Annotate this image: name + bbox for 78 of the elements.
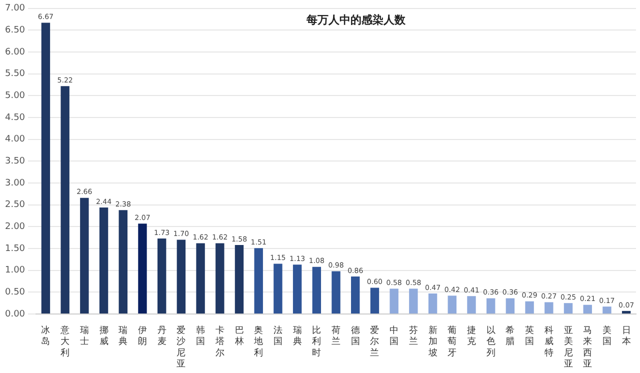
y-tick-label: 6.50 [4,26,26,36]
bar [99,207,108,314]
bar [196,243,205,314]
bar [390,288,398,314]
bar [176,240,186,314]
x-tick-label: 丹麦 [157,324,166,348]
bar [583,304,592,314]
x-tick-label: 伊朗 [138,324,147,348]
bar [622,310,631,314]
y-tick-label: 5.50 [4,69,26,80]
y-tick-label: 1.50 [4,244,26,254]
x-tick-label: 以色列 [486,324,496,358]
bar [428,293,438,314]
x-tick-label: 巴林 [234,326,244,348]
x-tick-label: 英国 [525,324,534,348]
bar [118,210,128,314]
x-tick-label: 挪威 [99,324,108,348]
x-tick-label: 希腊 [506,324,515,348]
y-tick-label: 4.50 [4,112,26,123]
bar [60,86,70,314]
bar [506,298,515,314]
bar [564,303,573,314]
text: 每万人中的感染人数 [306,13,407,26]
x-tick-label: 芬兰 [408,324,418,348]
bar [448,296,456,314]
x-tick-label: 冰岛 [41,324,50,348]
y-tick-label: 3.50 [4,156,26,167]
y-tick-label: 6.00 [4,47,26,58]
y-tick-label: 2.00 [4,222,26,232]
bar [274,264,282,314]
x-tick-label: 爱尔兰 [370,324,380,358]
x-tick-label: 马来西亚 [583,326,592,370]
x-tick-label: 美国 [602,324,612,348]
y-tick-label: 5.00 [4,91,26,102]
x-tick-label: 意大利 [60,324,70,358]
x-tick-label: 亚美尼亚 [564,326,573,370]
x-tick-label: 瑞典 [292,324,302,348]
x-tick-label: 捷克 [466,324,476,348]
bar [138,224,147,314]
bar [332,271,340,314]
bar [80,198,89,314]
x-tick-label: 法国 [273,324,282,348]
x-tick-label: 比利时 [312,324,322,358]
bar [312,266,322,314]
bar [409,288,418,314]
y-tick-label: 7.00 [4,4,26,14]
bar [254,248,263,314]
bar [234,245,244,314]
bar [525,301,534,314]
x-tick-label: 韩国 [196,324,206,348]
bar [486,298,496,314]
x-tick-label: 德国 [350,324,360,348]
x-tick-label: 奥地利 [253,324,264,358]
bar [216,243,224,314]
bar [467,296,476,314]
bar [41,22,50,314]
x-tick-label: 爱沙尼亚 [176,324,186,370]
x-tick-label: 科威特 [544,324,554,358]
bar [157,238,166,314]
x-tick-label: 瑞典 [118,324,128,348]
x-tick-label: 新加坡 [427,324,438,358]
y-tick-label: 0.50 [4,288,26,298]
x-tick-label: 中国 [390,324,399,348]
bar [370,288,380,314]
y-tick-label: 1.00 [4,266,26,276]
y-tick-label: 4.00 [4,134,26,145]
bar [351,276,360,314]
x-tick-label: 荷兰 [332,324,341,348]
y-tick-label: 3.00 [4,178,26,188]
y-tick-label: 0.00 [4,309,26,320]
x-tick-label: 日本 [622,326,631,348]
x-tick-label: 葡萄牙 [448,324,457,358]
x-tick-label: 卡塔尔 [214,324,224,358]
bar [292,264,302,314]
y-tick-label: 2.50 [4,200,26,210]
x-tick-label: 瑞士 [80,324,89,348]
bar [544,302,554,314]
bar [602,306,612,314]
